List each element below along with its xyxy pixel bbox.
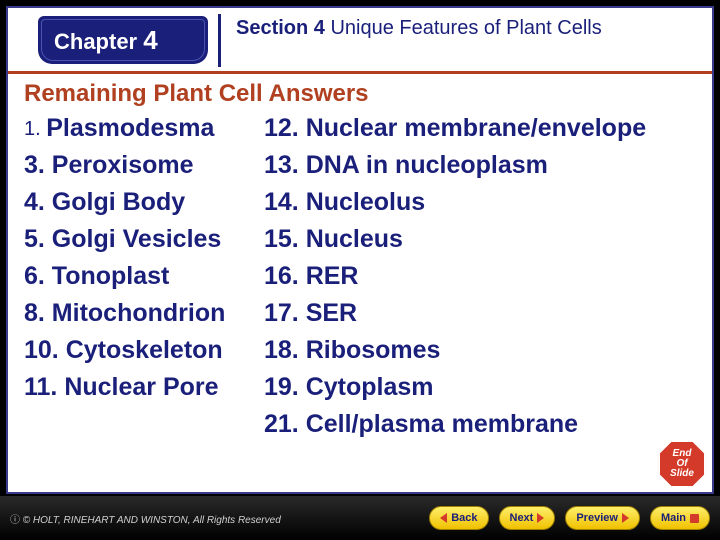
answer-item: 8. Mitochondrion bbox=[24, 295, 264, 332]
answer-number: 13. bbox=[264, 151, 306, 179]
next-button-label: Next bbox=[510, 512, 534, 524]
answer-text: SER bbox=[306, 299, 357, 327]
answer-item: 12. Nuclear membrane/envelope bbox=[264, 110, 700, 147]
main-button-label: Main bbox=[661, 512, 686, 524]
copyright-text: ⓘ © HOLT, RINEHART AND WINSTON, All Righ… bbox=[10, 511, 419, 526]
main-square-icon bbox=[690, 514, 699, 523]
answer-item: 5. Golgi Vesicles bbox=[24, 221, 264, 258]
answer-item: 13. DNA in nucleoplasm bbox=[264, 147, 700, 184]
answer-text: Plasmodesma bbox=[46, 114, 214, 142]
preview-button-label: Preview bbox=[576, 512, 618, 524]
answer-number: 21. bbox=[264, 410, 306, 438]
preview-arrow-icon bbox=[622, 513, 629, 523]
answer-number: 8. bbox=[24, 299, 52, 327]
answer-number: 5. bbox=[24, 225, 52, 253]
chapter-tab: Chapter 4 bbox=[38, 16, 208, 64]
answer-text: Nucleus bbox=[306, 225, 403, 253]
chapter-number: 4 bbox=[143, 25, 157, 55]
answer-item: 21. Cell/plasma membrane bbox=[264, 406, 700, 443]
answer-text: Peroxisome bbox=[52, 151, 194, 179]
answer-number: 19. bbox=[264, 373, 306, 401]
answer-text: Ribosomes bbox=[306, 336, 441, 364]
answers-column-right: 12. Nuclear membrane/envelope13. DNA in … bbox=[264, 110, 700, 443]
answer-text: DNA in nucleoplasm bbox=[306, 151, 548, 179]
answer-text: Golgi Body bbox=[52, 188, 185, 216]
answer-item: 19. Cytoplasm bbox=[264, 369, 700, 406]
answer-text: Golgi Vesicles bbox=[52, 225, 222, 253]
answer-number: 16. bbox=[264, 262, 306, 290]
answer-text: Cytoplasm bbox=[306, 373, 434, 401]
slide-content: Remaining Plant Cell Answers 1. Plasmode… bbox=[8, 74, 712, 443]
stop-sign-icon: End Of Slide bbox=[658, 440, 706, 488]
answer-number: 3. bbox=[24, 151, 52, 179]
answer-item: 15. Nucleus bbox=[264, 221, 700, 258]
header-divider bbox=[218, 14, 221, 67]
section-rest: Unique Features of Plant Cells bbox=[325, 17, 602, 39]
footer-bar: ⓘ © HOLT, RINEHART AND WINSTON, All Righ… bbox=[0, 496, 720, 540]
answer-number: 1. bbox=[24, 118, 46, 140]
answer-text: Nucleolus bbox=[306, 188, 425, 216]
answer-item: 16. RER bbox=[264, 258, 700, 295]
main-button[interactable]: Main bbox=[650, 506, 710, 530]
end-badge-line3: Slide bbox=[670, 469, 694, 479]
next-arrow-icon bbox=[537, 513, 544, 523]
answer-item: 6. Tonoplast bbox=[24, 258, 264, 295]
answer-item: 1. Plasmodesma bbox=[24, 110, 264, 147]
chapter-label: Chapter bbox=[54, 29, 137, 54]
answer-number: 6. bbox=[24, 262, 52, 290]
answer-text: Tonoplast bbox=[52, 262, 170, 290]
next-button[interactable]: Next bbox=[499, 506, 556, 530]
answers-lists: 1. Plasmodesma3. Peroxisome4. Golgi Body… bbox=[24, 110, 700, 443]
answer-text: Cell/plasma membrane bbox=[306, 410, 578, 438]
answer-number: 18. bbox=[264, 336, 306, 364]
back-button[interactable]: Back bbox=[429, 506, 488, 530]
copyright-label: © HOLT, RINEHART AND WINSTON, All Rights… bbox=[23, 515, 281, 526]
answer-item: 18. Ribosomes bbox=[264, 332, 700, 369]
answer-number: 12. bbox=[264, 114, 306, 142]
content-subtitle: Remaining Plant Cell Answers bbox=[24, 80, 700, 108]
section-title: Section 4 Unique Features of Plant Cells bbox=[236, 16, 702, 40]
back-button-label: Back bbox=[451, 512, 477, 524]
answer-item: 17. SER bbox=[264, 295, 700, 332]
preview-button[interactable]: Preview bbox=[565, 506, 640, 530]
answer-number: 17. bbox=[264, 299, 306, 327]
answer-item: 10. Cytoskeleton bbox=[24, 332, 264, 369]
answer-item: 3. Peroxisome bbox=[24, 147, 264, 184]
section-prefix: Section 4 bbox=[236, 17, 325, 39]
answer-text: Nuclear membrane/envelope bbox=[306, 114, 646, 142]
answer-text: Cytoskeleton bbox=[66, 336, 223, 364]
answer-item: 14. Nucleolus bbox=[264, 184, 700, 221]
answer-item: 4. Golgi Body bbox=[24, 184, 264, 221]
back-arrow-icon bbox=[440, 513, 447, 523]
answer-number: 10. bbox=[24, 336, 66, 364]
answer-number: 14. bbox=[264, 188, 306, 216]
answer-number: 11. bbox=[24, 373, 64, 401]
answer-text: Nuclear Pore bbox=[64, 373, 218, 401]
answer-text: RER bbox=[306, 262, 359, 290]
answer-number: 15. bbox=[264, 225, 306, 253]
slide-header: Chapter 4 Section 4 Unique Features of P… bbox=[8, 8, 712, 74]
slide-frame: Chapter 4 Section 4 Unique Features of P… bbox=[6, 6, 714, 494]
end-of-slide-badge: End Of Slide bbox=[658, 440, 706, 488]
answers-column-left: 1. Plasmodesma3. Peroxisome4. Golgi Body… bbox=[24, 110, 264, 443]
answer-item: 11. Nuclear Pore bbox=[24, 369, 264, 406]
answer-text: Mitochondrion bbox=[52, 299, 226, 327]
copyright-icon: ⓘ bbox=[10, 515, 23, 526]
answer-number: 4. bbox=[24, 188, 52, 216]
